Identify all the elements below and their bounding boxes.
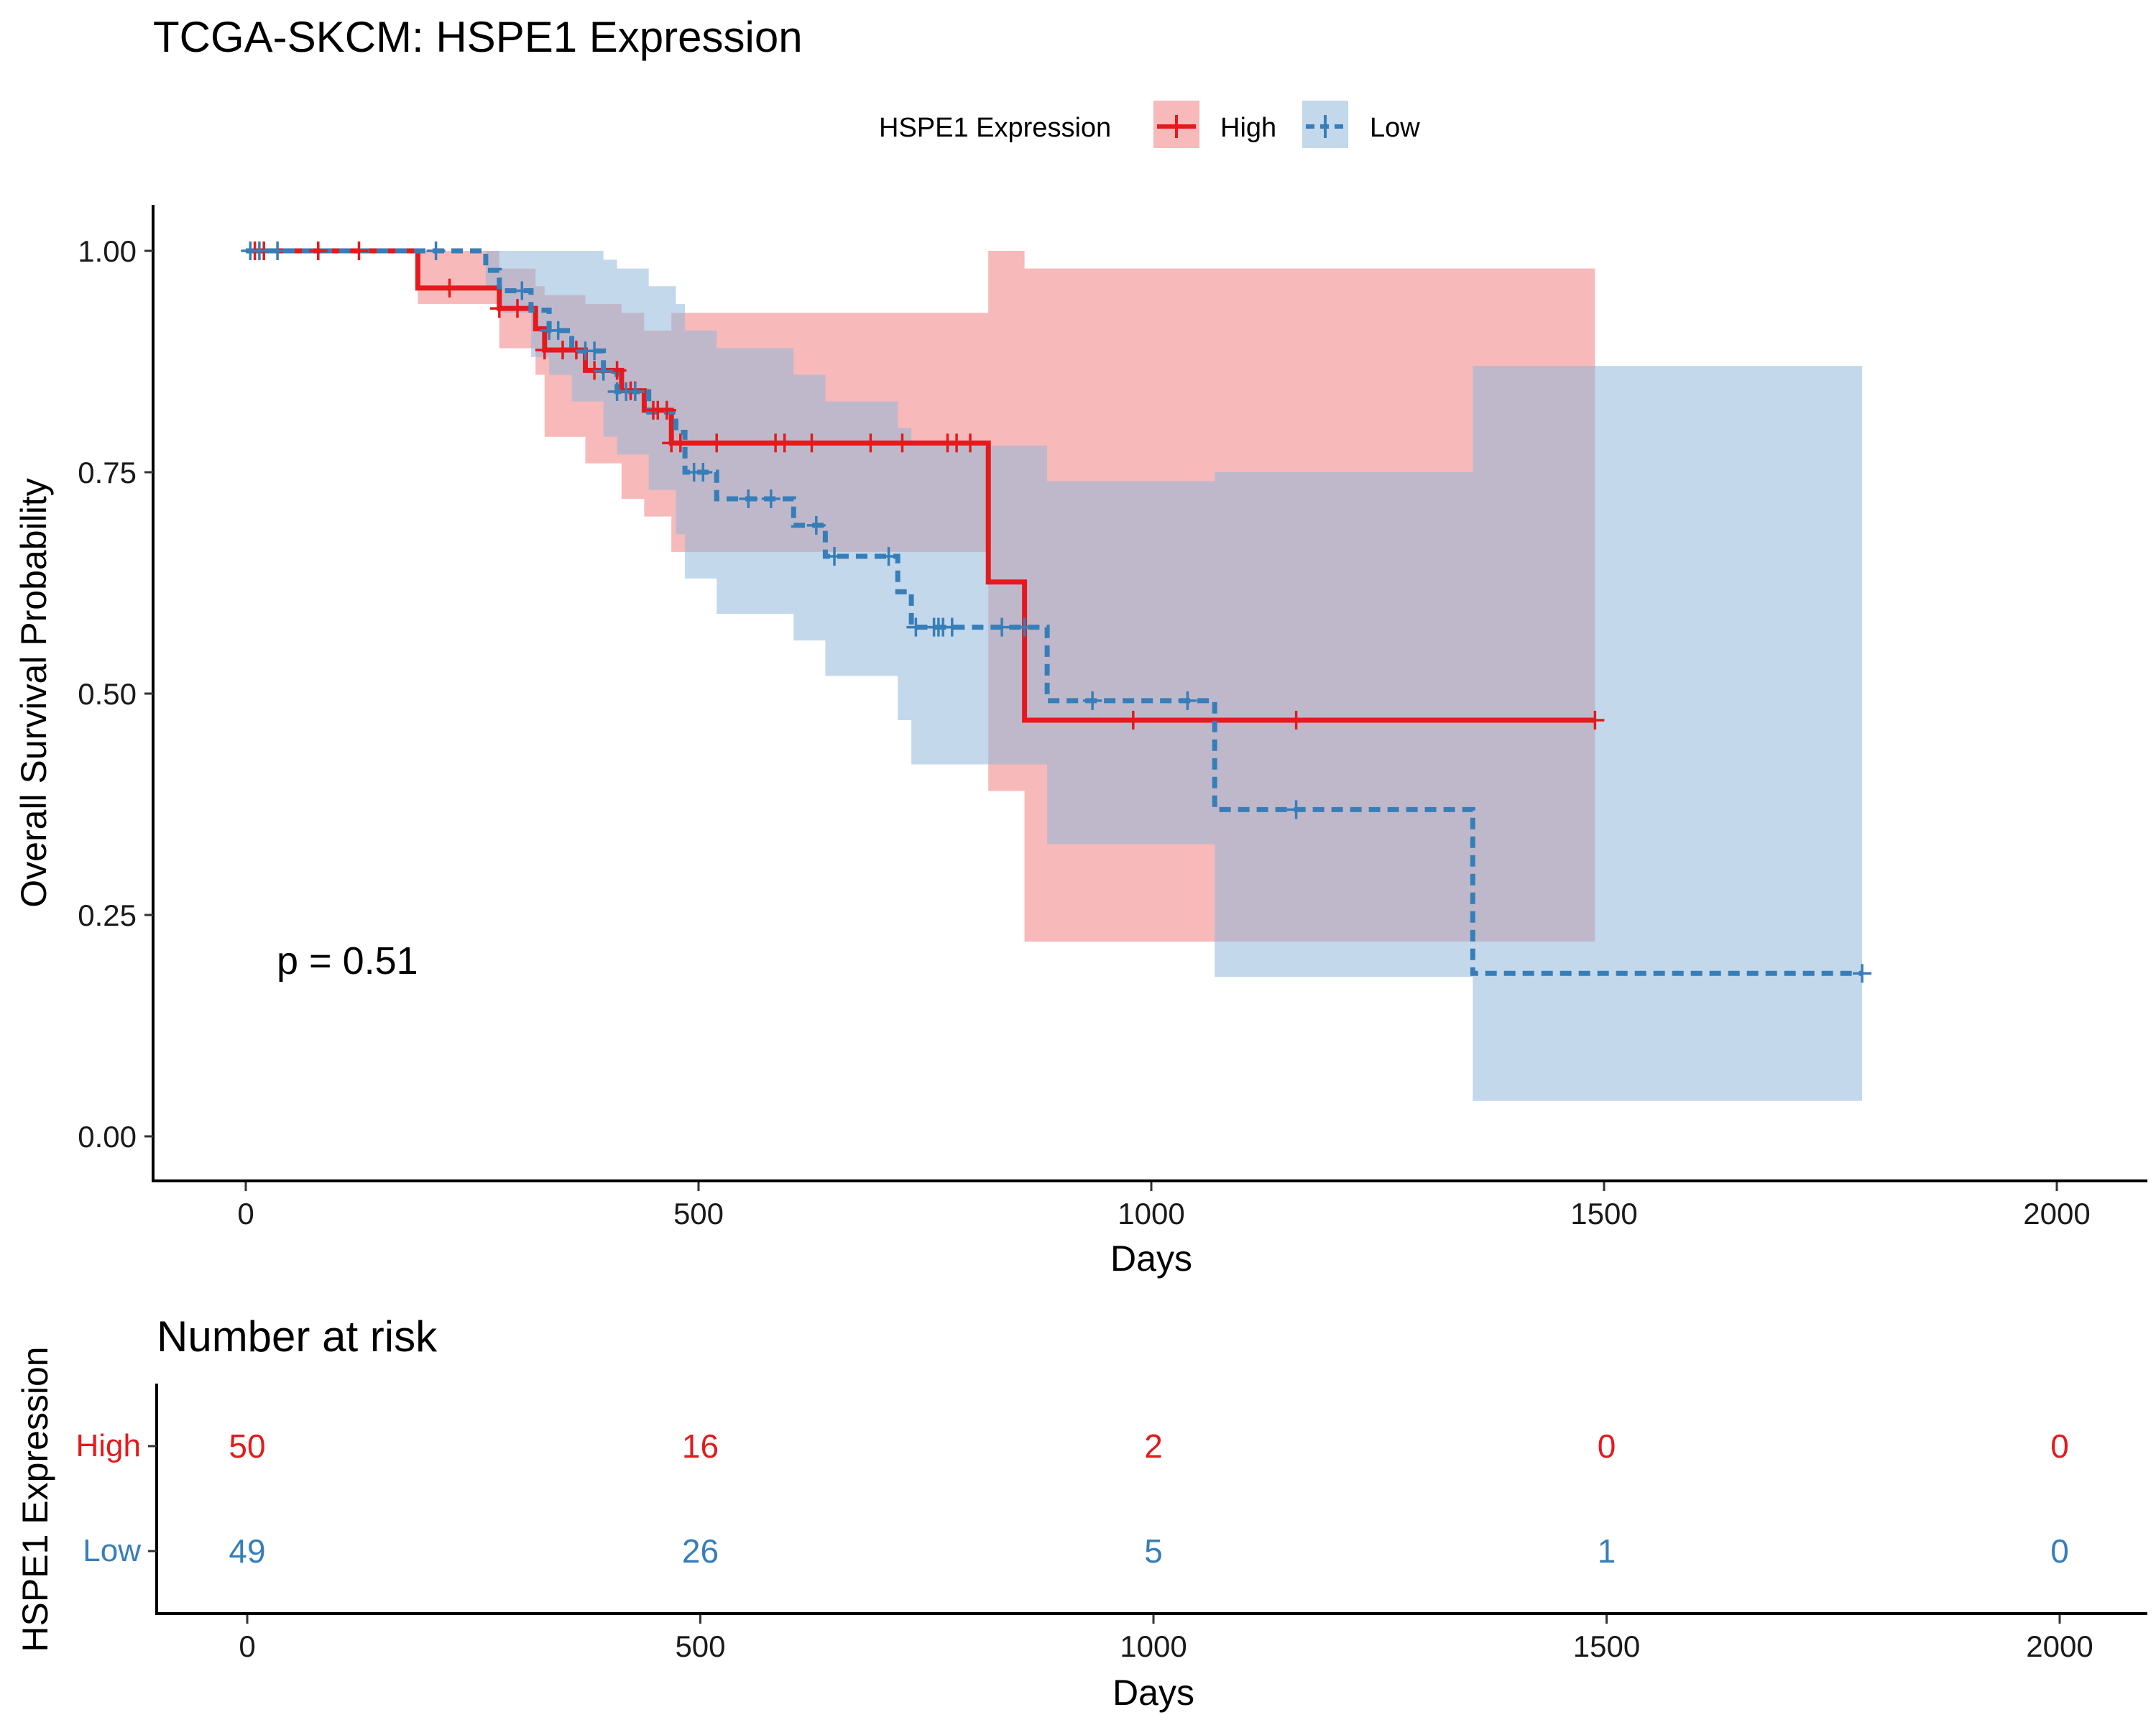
y-axis-ticks: 0.00 0.25 0.50 0.75 1.00 [78,234,153,1154]
censor-marks [241,242,1872,983]
risk-group-label-low: Low [83,1533,141,1568]
risk-table: Number at risk High 50 16 2 0 0 Low 49 26 5 1 0 0 50… [15,1312,2147,1713]
risk-x-axis-label: Days [1112,1673,1194,1713]
y-axis-label: Overall Survival Probability [14,478,54,907]
censor-mark-high [349,242,369,260]
x-tick-label: 1500 [1570,1197,1637,1230]
censor-mark-low [249,242,269,260]
ci-band-low [246,251,1863,1101]
chart-title: TCGA-SKCM: HSPE1 Expression [153,13,803,61]
risk-x-tick-label: 1000 [1120,1629,1187,1663]
survival-curve-low [246,248,1863,976]
censor-mark-high [775,433,794,453]
censor-mark-high [861,433,880,453]
risk-x-tick-label: 2000 [2026,1629,2093,1663]
risk-table-title: Number at risk [157,1312,438,1361]
x-axis-label: Days [1110,1238,1192,1279]
censor-mark-low [825,547,844,566]
x-tick-label: 0 [237,1197,254,1230]
censor-mark-low [1178,691,1197,710]
censor-mark-low [512,281,532,300]
censor-mark-low [739,489,758,508]
legend: HSPE1 Expression High Low [879,101,1420,148]
risk-count-low: 1 [1598,1532,1616,1570]
censor-mark-high [802,433,821,453]
censor-mark-low [625,382,645,401]
risk-count-high: 0 [2050,1427,2069,1465]
censor-mark-low [548,321,568,340]
y-tick-label: 0.00 [78,1120,137,1154]
censor-mark-low [694,463,713,482]
censor-mark-high [1123,710,1143,730]
censor-mark-high [489,299,509,318]
risk-group-label-high: High [76,1428,142,1463]
risk-count-high: 2 [1144,1427,1163,1465]
x-tick-label: 1000 [1118,1197,1184,1230]
censor-mark-high [1585,710,1605,730]
censor-mark-high [508,299,527,318]
x-tick-label: 2000 [2023,1197,2090,1230]
risk-x-tick-label: 500 [675,1629,725,1663]
censor-mark-low [992,617,1012,637]
risk-count-high: 50 [229,1427,265,1465]
censor-mark-low [761,489,780,508]
censor-mark-low [1015,617,1034,637]
risk-count-low: 49 [229,1532,265,1570]
risk-count-low: 0 [2050,1532,2069,1570]
censor-mark-high [707,433,727,453]
censor-mark-low [806,515,826,535]
censor-mark-low [594,362,613,381]
risk-table-cells: High 50 16 2 0 0 Low 49 26 5 1 0 [76,1427,2069,1570]
censor-mark-low [1286,800,1306,819]
censor-mark-high [961,433,980,453]
censor-mark-low [585,341,604,361]
censor-mark-low [1083,691,1102,710]
censor-mark-low [426,242,446,260]
risk-count-high: 16 [682,1427,719,1465]
legend-label-high: High [1220,113,1276,143]
legend-title: HSPE1 Expression [879,113,1111,143]
x-axis-ticks: 0 500 1000 1500 2000 [237,1182,2091,1230]
risk-x-axis-ticks: 0 500 1000 1500 2000 [239,1615,2093,1663]
risk-count-high: 0 [1598,1427,1616,1465]
censor-mark-high [1286,710,1306,730]
risk-y-axis-label: HSPE1 Expression [15,1346,55,1652]
censor-mark-low [942,617,962,637]
censor-mark-low [1853,964,1872,983]
legend-label-low: Low [1370,113,1420,143]
censor-mark-high [440,278,459,298]
risk-count-low: 5 [1144,1532,1163,1570]
y-tick-label: 1.00 [78,234,137,268]
censor-mark-high [535,340,554,359]
survival-plot: 0.00 0.25 0.50 0.75 1.00 0 500 1000 1500 2000 p … [14,205,2147,1279]
censor-mark-high [657,400,676,420]
censor-mark-low [879,547,898,566]
censor-mark-high [671,433,690,453]
risk-count-low: 26 [682,1532,719,1570]
y-tick-label: 0.50 [78,677,137,711]
y-tick-label: 0.25 [78,898,137,932]
confidence-bands [246,251,1863,1101]
censor-mark-high [308,242,328,260]
p-value-annotation: p = 0.51 [277,939,418,983]
censor-mark-high [893,433,912,453]
censor-mark-low [906,617,926,637]
y-tick-label: 0.75 [78,456,137,489]
censor-mark-low [268,242,287,260]
risk-x-tick-label: 1500 [1573,1629,1640,1663]
x-tick-label: 500 [673,1197,724,1230]
risk-x-tick-label: 0 [239,1629,255,1663]
